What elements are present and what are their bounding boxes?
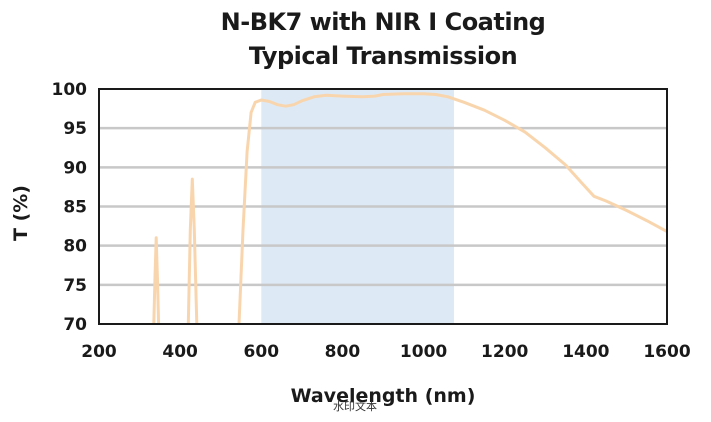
- y-tick-label: 75: [63, 276, 87, 296]
- y-axis-ticks: 70 75 80 85 90 95 100: [52, 80, 88, 335]
- y-tick-label: 85: [63, 198, 87, 218]
- x-axis-ticks: 200 400 600 800 1000 1200 1400 1600: [81, 342, 691, 362]
- transmission-line-segment-2: [186, 177, 199, 324]
- y-tick-label: 95: [63, 119, 87, 139]
- watermark-text: 水印文本: [333, 399, 377, 413]
- plot-area: [98, 88, 668, 325]
- x-tick-label: 600: [244, 342, 280, 362]
- y-tick-label: 70: [63, 315, 87, 335]
- x-tick-label: 800: [325, 342, 361, 362]
- x-tick-label: 1000: [400, 342, 447, 362]
- x-tick-label: 1600: [643, 342, 690, 362]
- y-tick-label: 100: [52, 80, 88, 100]
- x-tick-label: 200: [81, 342, 117, 362]
- y-tick-label: 90: [63, 158, 87, 178]
- y-tick-label: 80: [63, 237, 87, 257]
- x-tick-label: 1400: [562, 342, 609, 362]
- x-tick-label: 400: [162, 342, 198, 362]
- x-axis-label: Wavelength (nm): [291, 385, 476, 407]
- chart-subtitle: Typical Transmission: [249, 42, 517, 70]
- plot-frame: [98, 88, 668, 325]
- transmission-line-segment-3: [237, 92, 667, 324]
- transmission-line-segment-1: [152, 236, 161, 324]
- x-tick-label: 1200: [481, 342, 528, 362]
- y-axis-label: T (%): [10, 185, 32, 241]
- chart-title: N-BK7 with NIR I Coating: [221, 8, 546, 36]
